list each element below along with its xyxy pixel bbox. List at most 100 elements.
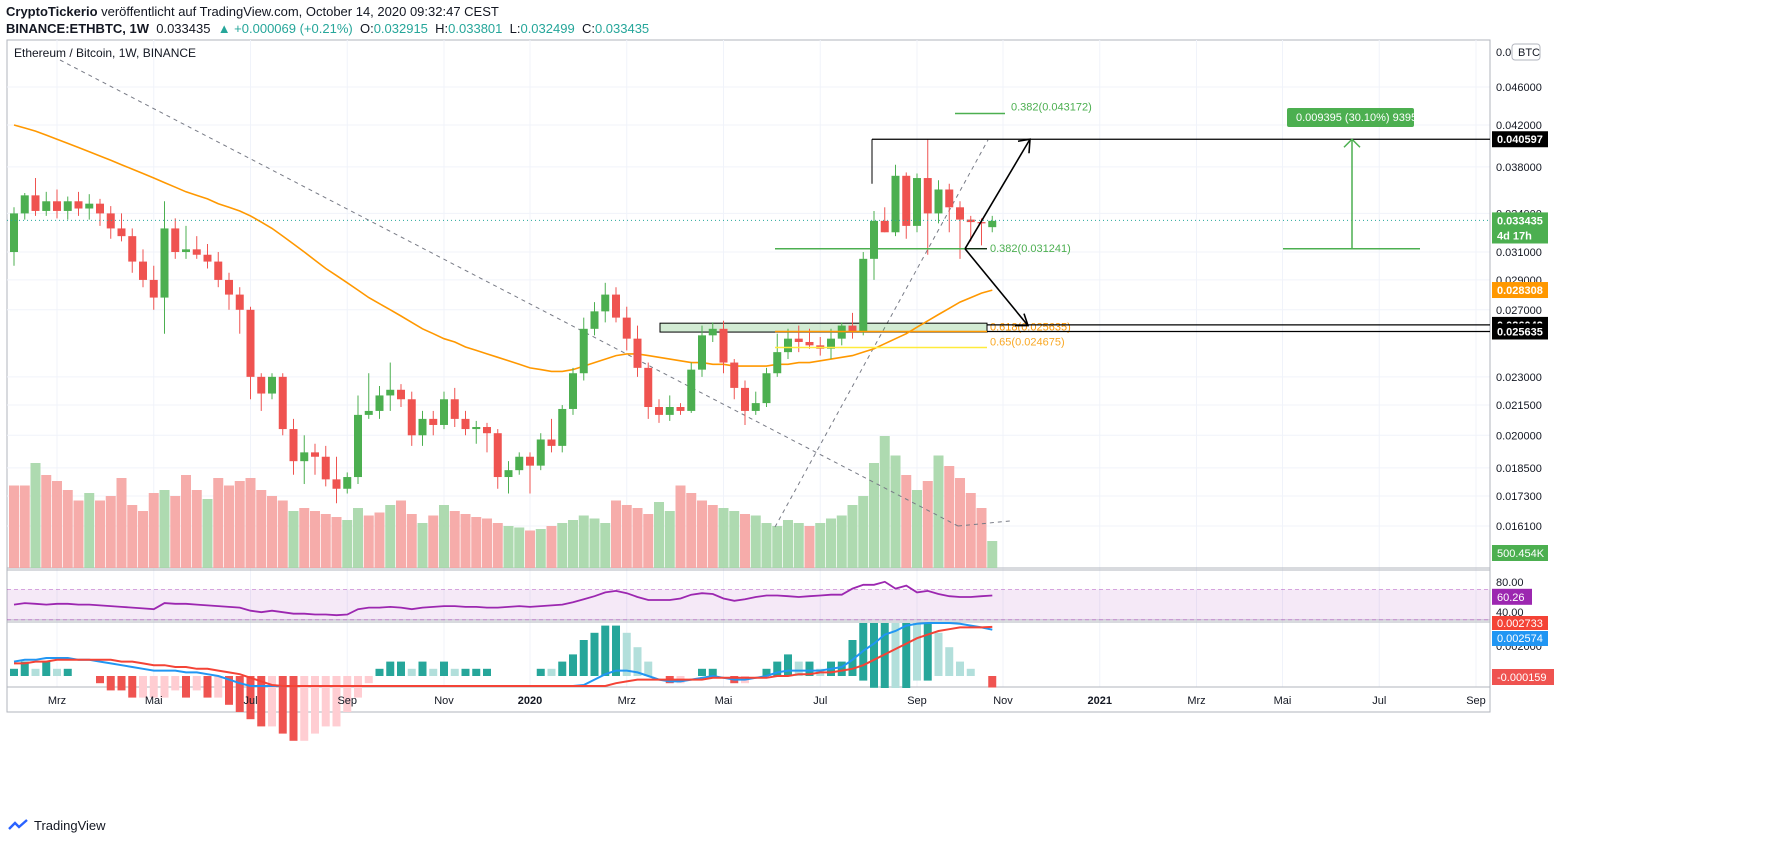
projection-arrow-down <box>964 248 1029 327</box>
macd-histogram-bar <box>268 676 276 727</box>
volume-bar <box>62 490 73 568</box>
x-tick-label: Nov <box>993 695 1013 707</box>
candle-body <box>440 399 448 425</box>
volume-bar <box>922 481 933 568</box>
footer-brand[interactable]: TradingView <box>34 818 106 833</box>
macd-histogram-bar <box>450 668 459 676</box>
candle <box>450 387 459 428</box>
candle <box>160 201 169 334</box>
macd-histogram-bar <box>149 676 158 698</box>
volume-bar <box>320 514 331 568</box>
candle-body <box>590 311 599 329</box>
price-tick-label: 0.046000 <box>1496 82 1542 94</box>
macd-histogram-bar <box>128 676 137 698</box>
macd-histogram-bar <box>289 676 298 741</box>
macd-signal-box <box>1492 616 1548 630</box>
candle-body <box>655 407 663 415</box>
macd-histogram-bar <box>257 676 266 727</box>
candle <box>63 196 72 220</box>
author-name[interactable]: CryptoTickerio <box>6 4 98 19</box>
candle-body <box>149 279 158 298</box>
trendline-down <box>59 59 959 527</box>
x-tick-label: Sep <box>337 695 357 707</box>
price-tick-label: 0.017300 <box>1496 491 1542 503</box>
candle <box>762 367 771 408</box>
candle-body <box>698 335 706 370</box>
candle <box>601 282 610 323</box>
candle <box>622 306 631 351</box>
candle <box>988 215 997 233</box>
candle-body <box>923 178 932 214</box>
macd-histogram-bar <box>633 647 642 676</box>
candle-body <box>644 367 653 408</box>
symbol-info: BINANCE:ETHBTC, 1W 0.033435 ▲ +0.000069 … <box>6 21 649 36</box>
candle <box>902 172 911 239</box>
macd-histogram-bar <box>117 676 126 691</box>
symbol-name: BINANCE:ETHBTC, 1W <box>6 21 149 36</box>
volume-bar <box>772 526 783 568</box>
price-label: 4d 17h <box>1497 231 1532 243</box>
candle-body <box>805 341 814 346</box>
candle-body <box>762 373 771 404</box>
macd-histogram-bar <box>332 676 341 727</box>
volume-bar <box>826 518 836 568</box>
macd-histogram-bar <box>784 654 792 676</box>
price-label-box <box>1492 131 1548 148</box>
volume-bar <box>664 511 675 568</box>
candle-body <box>956 207 964 220</box>
candle <box>569 367 577 415</box>
macd-histogram-bar <box>364 676 373 684</box>
candle <box>321 445 330 487</box>
price-label: 0.033435 <box>1497 215 1543 227</box>
candle <box>784 328 792 360</box>
projection-arrow-up <box>964 138 1031 250</box>
candle <box>343 472 352 494</box>
candle <box>203 244 212 269</box>
candle-body <box>268 376 276 394</box>
volume-bar <box>95 500 105 568</box>
high-value: 0.033801 <box>448 21 503 36</box>
volume-bar <box>460 514 471 568</box>
candle-body <box>117 228 126 237</box>
x-tick-label: 2021 <box>1088 695 1112 707</box>
macd-histogram-bar <box>966 668 975 676</box>
candle-body <box>784 338 792 353</box>
volume-bar <box>52 481 62 568</box>
volume-bar <box>912 490 922 568</box>
volume-bar <box>869 463 879 568</box>
macd-histogram-bar <box>794 661 803 676</box>
volume-bar <box>342 520 353 568</box>
candle <box>644 362 653 419</box>
candle <box>149 265 158 310</box>
macd-histogram-bar <box>386 661 395 676</box>
volume-bar <box>955 478 965 568</box>
volume-bar <box>288 511 299 568</box>
macd-histogram-bar <box>773 661 782 676</box>
candle-body <box>96 203 104 214</box>
candle-body <box>622 317 631 339</box>
arrowhead-down <box>1015 313 1030 327</box>
volume-bar <box>127 505 138 568</box>
macd-histogram-bar <box>246 676 255 720</box>
candle <box>977 218 986 246</box>
macd-histogram-bar <box>10 668 18 676</box>
currency-badge-box <box>1511 43 1541 61</box>
macd-histogram-bar <box>644 661 653 676</box>
volume-bar <box>729 511 740 568</box>
candle-body <box>257 376 266 394</box>
macd-histogram-bar <box>343 676 352 712</box>
candle <box>20 193 29 220</box>
macd-histogram-bar <box>418 661 427 676</box>
volume-bar <box>331 517 342 568</box>
candle-body <box>741 387 749 411</box>
volume-bar <box>256 490 267 568</box>
candle-body <box>665 407 674 415</box>
candle <box>730 359 739 400</box>
candle-body <box>472 427 481 430</box>
macd-histogram-bar <box>837 661 846 676</box>
volume-bar <box>234 481 245 568</box>
candle <box>472 420 481 444</box>
candle-body <box>558 408 567 446</box>
macd-histogram-bar <box>805 661 814 676</box>
